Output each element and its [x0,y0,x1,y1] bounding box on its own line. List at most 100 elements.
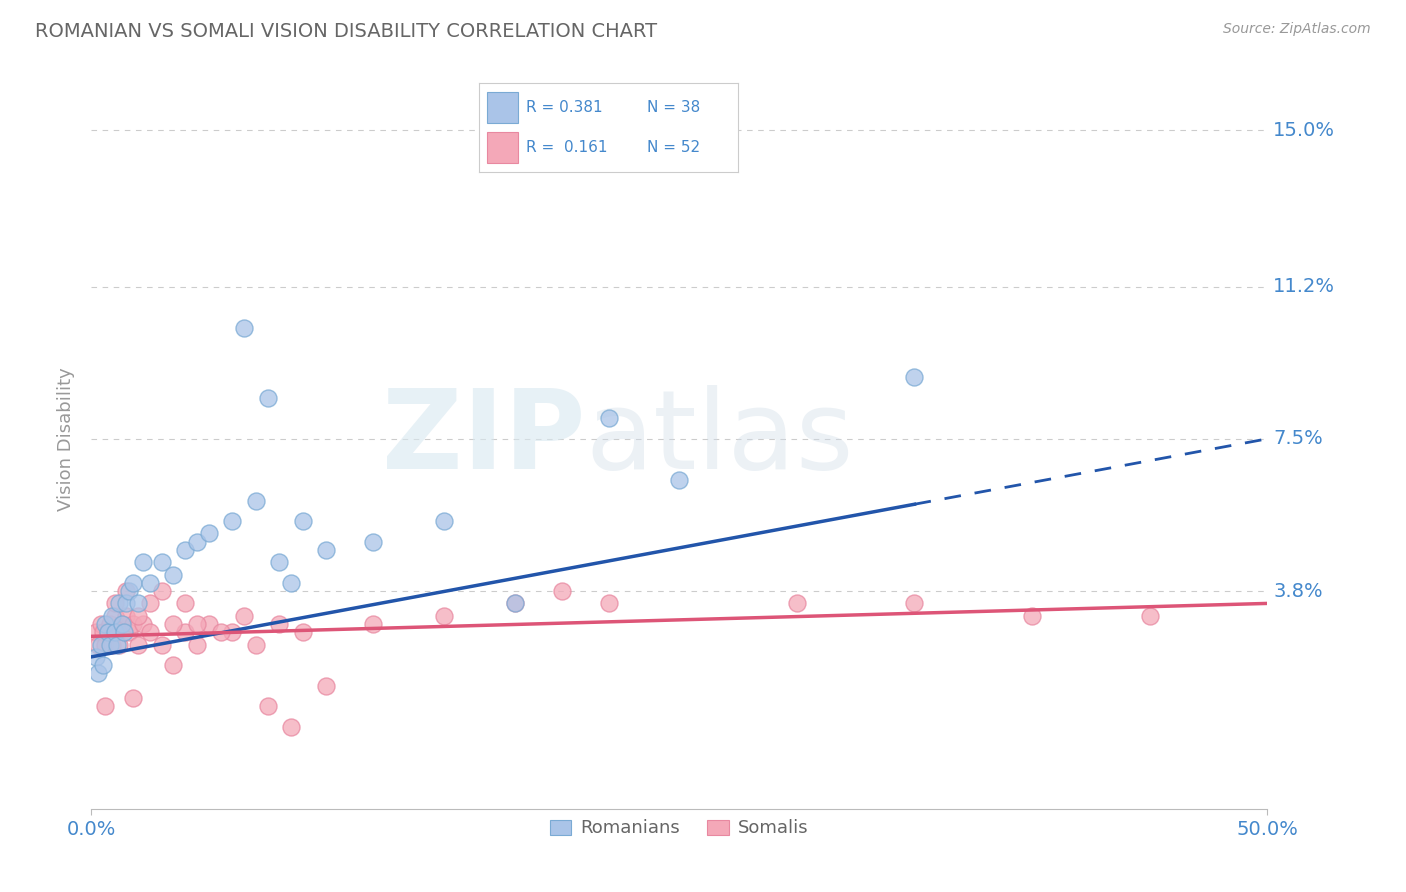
Point [127,596,149,610]
Point [118,584,141,599]
Point [245,638,267,652]
Point [122,575,145,590]
Point [291,514,314,528]
Point [97,625,120,640]
Point [112,625,135,640]
Point [115,596,138,610]
Point [1139,608,1161,623]
Point [127,608,149,623]
Point [91,625,114,640]
Point [87,638,110,652]
Point [111,617,134,632]
Point [503,596,526,610]
Point [122,691,145,706]
Point [186,638,208,652]
Point [122,617,145,632]
Point [269,617,291,632]
Point [132,617,155,632]
Text: atlas: atlas [585,385,853,492]
Point [150,555,173,569]
Point [197,526,219,541]
Point [84,625,107,640]
Point [209,625,232,640]
Text: 3.8%: 3.8% [1274,582,1323,600]
Point [174,543,197,558]
Point [97,625,120,640]
Point [315,543,337,558]
Point [139,625,162,640]
Point [291,625,314,640]
Point [363,534,385,549]
Point [256,391,278,405]
Point [105,638,128,652]
Point [104,596,127,610]
Point [162,567,184,582]
Point [94,638,117,652]
Point [118,625,141,640]
Point [139,596,162,610]
Point [233,608,256,623]
Point [221,625,243,640]
Point [363,617,385,632]
Point [108,596,131,610]
Text: 15.0%: 15.0% [1274,120,1336,140]
Point [598,411,620,425]
Text: ROMANIAN VS SOMALI VISION DISABILITY CORRELATION CHART: ROMANIAN VS SOMALI VISION DISABILITY COR… [35,22,657,41]
Point [433,608,456,623]
Point [245,493,267,508]
Text: Source: ZipAtlas.com: Source: ZipAtlas.com [1223,22,1371,37]
Text: 7.5%: 7.5% [1274,429,1323,449]
Point [903,370,925,384]
Point [150,638,173,652]
Point [280,720,302,734]
Point [786,596,808,610]
Point [90,638,112,652]
Point [84,649,107,664]
Point [1021,608,1043,623]
Point [903,596,925,610]
Point [233,320,256,334]
Point [94,699,117,714]
Point [269,555,291,569]
Point [280,575,302,590]
Point [108,638,131,652]
Point [98,638,121,652]
Point [162,617,184,632]
Point [101,608,124,623]
Point [139,575,162,590]
Point [503,596,526,610]
Point [98,617,121,632]
Point [115,584,138,599]
Point [598,596,620,610]
Point [174,596,197,610]
Point [186,617,208,632]
Point [112,625,135,640]
Point [186,534,208,549]
Point [256,699,278,714]
Point [668,473,690,487]
Point [221,514,243,528]
Point [104,625,127,640]
Point [162,658,184,673]
Point [105,625,128,640]
Point [174,625,197,640]
Legend: Romanians, Somalis: Romanians, Somalis [543,812,815,845]
Point [127,638,149,652]
Point [433,514,456,528]
Point [91,658,114,673]
Point [197,617,219,632]
Point [111,617,134,632]
Point [104,608,127,623]
Point [90,617,112,632]
Point [132,555,155,569]
Text: ZIP: ZIP [382,385,585,492]
Point [115,608,138,623]
Point [315,679,337,693]
Y-axis label: Vision Disability: Vision Disability [58,367,75,511]
Point [94,617,117,632]
Point [101,638,124,652]
Text: 11.2%: 11.2% [1274,277,1336,296]
Point [150,584,173,599]
Point [87,666,110,681]
Point [550,584,572,599]
